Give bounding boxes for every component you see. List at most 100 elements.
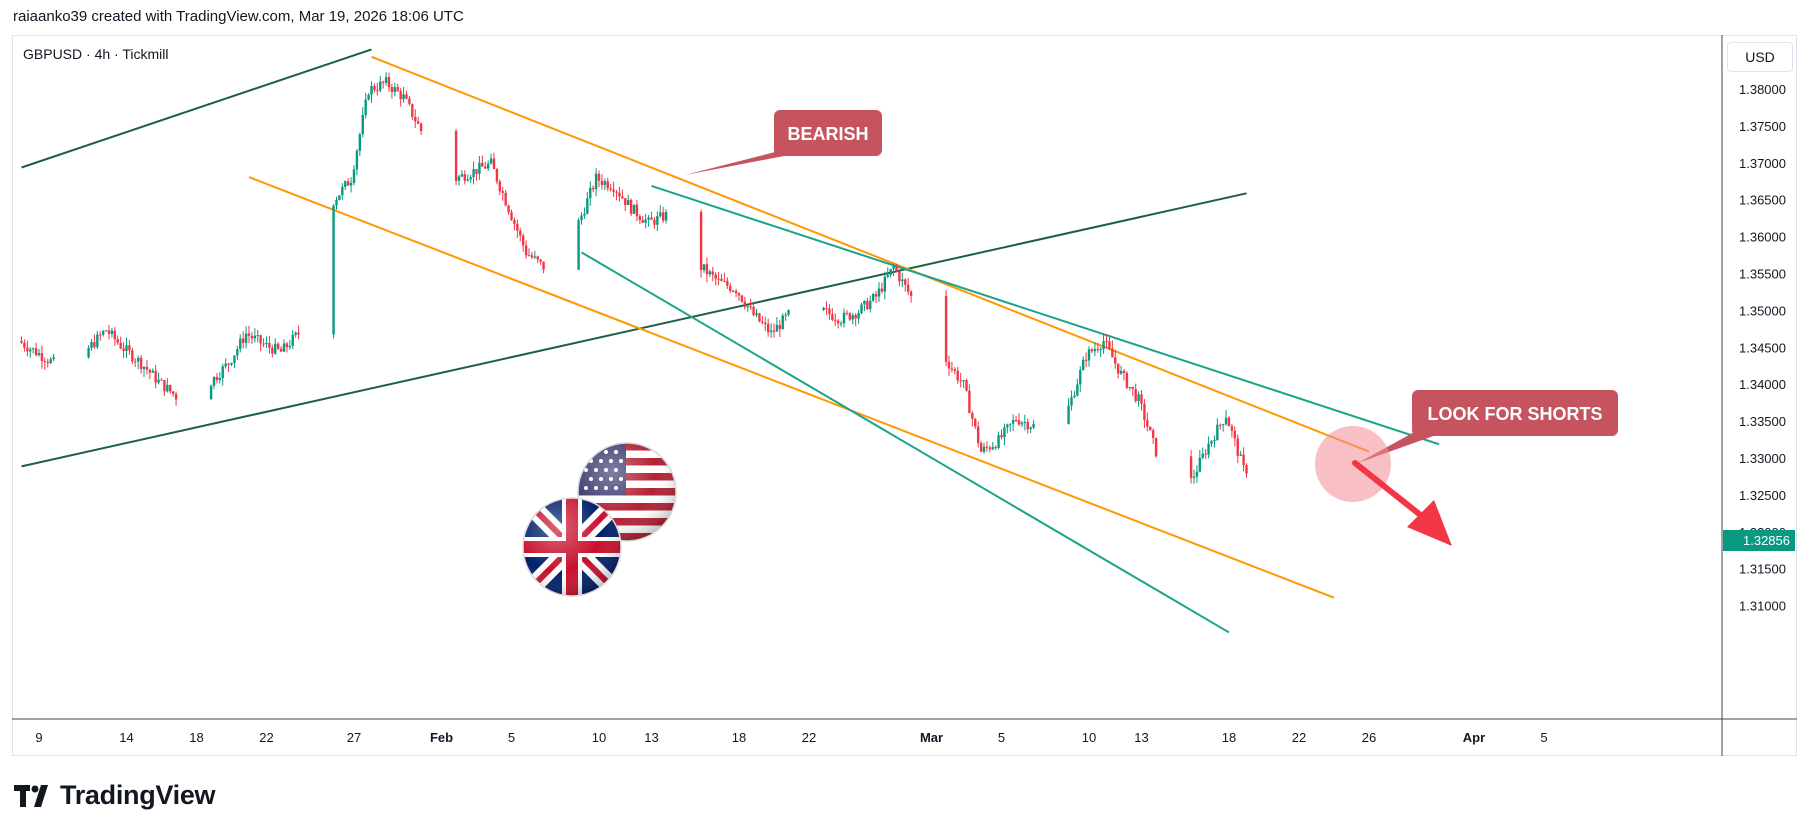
- candle-body: [1090, 349, 1094, 352]
- candle-body: [253, 335, 257, 339]
- candle-body: [136, 357, 140, 362]
- symbol-label[interactable]: GBPUSD · 4h · Tickmill: [23, 46, 169, 62]
- candle-body: [857, 313, 860, 319]
- candle-body: [524, 245, 528, 256]
- candle-body: [1122, 370, 1126, 373]
- candle-body: [1192, 476, 1196, 478]
- candle-body: [988, 447, 992, 450]
- candle-body: [834, 319, 837, 321]
- candle-body: [510, 212, 513, 221]
- candle-body: [586, 198, 589, 214]
- candle-body: [612, 189, 615, 192]
- candle-body: [367, 94, 370, 100]
- candle-body: [755, 313, 758, 316]
- candle-body: [863, 300, 866, 305]
- candle-body: [583, 213, 586, 216]
- candle-body: [609, 188, 612, 190]
- shorts-label: LOOK FOR SHORTS: [1428, 404, 1603, 424]
- candle-body: [831, 314, 834, 320]
- candle-body: [484, 166, 487, 169]
- candle-body: [215, 376, 219, 380]
- x-tick-label: 5: [1540, 730, 1547, 745]
- candle-body: [848, 313, 852, 320]
- tradingview-logo-icon: [14, 784, 48, 807]
- candle-body: [764, 322, 767, 324]
- candle-body: [268, 342, 271, 348]
- candle-body: [737, 293, 741, 296]
- candle-body: [1230, 426, 1234, 431]
- candle-body: [1204, 453, 1207, 455]
- candle-body: [408, 98, 411, 104]
- x-tick-label: 18: [732, 730, 746, 745]
- candle-body: [454, 131, 458, 181]
- candle-body: [384, 77, 388, 83]
- candle-body: [376, 90, 379, 92]
- y-tick-label: 1.37000: [1739, 156, 1786, 171]
- candle-body: [457, 176, 461, 181]
- shorts-callout[interactable]: LOOK FOR SHORTS: [1358, 390, 1618, 463]
- candle-body: [641, 219, 644, 223]
- candle-body: [895, 266, 898, 272]
- candle-body: [1207, 443, 1210, 455]
- candle-body: [536, 256, 539, 260]
- y-tick-label: 1.34000: [1739, 377, 1786, 392]
- trendline-rising-wedge-top[interactable]: [21, 48, 372, 169]
- candle-body: [119, 342, 122, 349]
- trendline-channel-lower[interactable]: [248, 176, 1335, 599]
- candle-body: [533, 256, 537, 258]
- candle-body: [26, 347, 29, 352]
- candle-body: [597, 173, 601, 181]
- candle-body: [720, 278, 723, 281]
- candle-body: [621, 196, 624, 199]
- y-tick-label: 1.35000: [1739, 303, 1786, 318]
- candle-body: [40, 353, 44, 361]
- currency-button[interactable]: USD: [1727, 42, 1793, 72]
- candle-body: [766, 323, 770, 333]
- x-tick-label: 18: [1222, 730, 1236, 745]
- candle-body: [52, 357, 55, 360]
- candle-body: [160, 379, 163, 381]
- candle-body: [411, 103, 414, 118]
- candle-body: [781, 315, 784, 330]
- bearish-callout[interactable]: BEARISH: [685, 110, 882, 175]
- candle-body: [740, 295, 744, 302]
- candle-body: [101, 331, 105, 335]
- candle-body: [1009, 423, 1012, 425]
- trendline-rising-support[interactable]: [21, 192, 1247, 468]
- candle-body: [1210, 440, 1213, 444]
- candle-body: [37, 353, 41, 356]
- x-tick-label: 9: [35, 730, 42, 745]
- us-flag-icon: [577, 442, 677, 542]
- candle-body: [49, 359, 52, 364]
- candle-body: [265, 342, 268, 344]
- candle-body: [1102, 341, 1105, 350]
- candle-body: [664, 211, 668, 221]
- candle-body: [387, 77, 391, 88]
- candle-body: [644, 219, 647, 223]
- candle-body: [1093, 349, 1097, 352]
- candle-body: [906, 284, 910, 292]
- trendline-teal-lower[interactable]: [580, 251, 1230, 634]
- candle-body: [87, 347, 90, 358]
- candle-body: [43, 360, 47, 363]
- candle-body: [224, 363, 227, 367]
- candle-body: [1216, 424, 1219, 441]
- candle-body: [1116, 363, 1120, 374]
- candle-body: [898, 271, 901, 282]
- trendline-channel-upper[interactable]: [371, 55, 1370, 453]
- current-price-label: 1.32856: [1743, 533, 1790, 548]
- candle-body: [148, 369, 152, 373]
- candle-body: [274, 343, 277, 354]
- candle-body: [209, 385, 213, 400]
- candle-body: [729, 285, 732, 291]
- candle-body: [460, 174, 464, 177]
- candle-body: [1149, 426, 1152, 431]
- candle-body: [294, 332, 297, 335]
- candle-body: [335, 199, 338, 206]
- candle-body: [1070, 397, 1073, 406]
- candle-body: [1236, 438, 1239, 456]
- candle-body: [419, 123, 423, 132]
- trendline-teal-upper[interactable]: [651, 184, 1440, 446]
- candle-body: [1026, 421, 1029, 430]
